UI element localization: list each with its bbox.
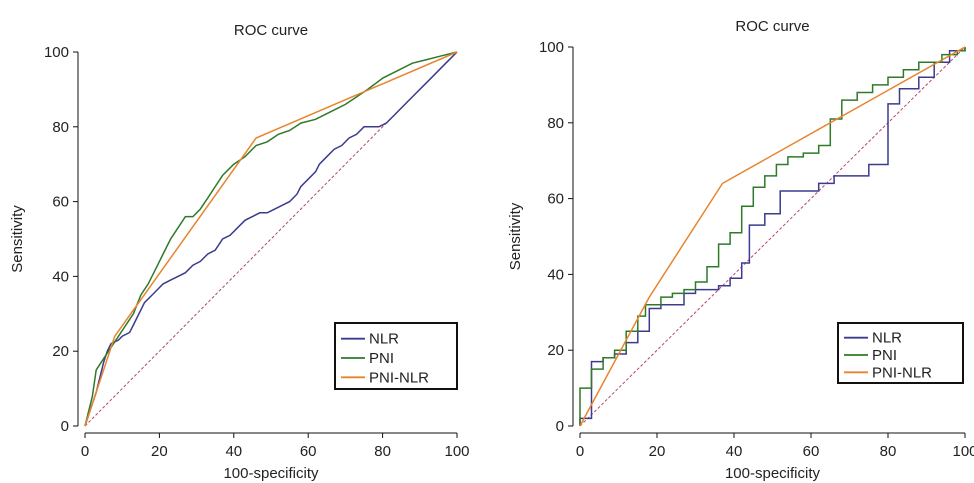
chart-title: ROC curve: [234, 22, 308, 39]
series-line-pni-nlr: [579, 46, 966, 427]
legend-label: PNI-NLR: [369, 369, 429, 386]
x-tick-label: 20: [151, 443, 168, 460]
y-tick-label: 60: [52, 194, 69, 211]
x-tick-label: 40: [726, 443, 743, 460]
series-line-nlr: [84, 51, 458, 427]
legend-label: PNI: [369, 350, 394, 367]
x-tick-label: 40: [225, 443, 242, 460]
y-axis-label: Sensitivity: [507, 202, 524, 270]
legend-label: PNI-NLR: [872, 364, 932, 381]
series-line-pni-nlr: [84, 51, 458, 427]
x-tick-label: 20: [649, 443, 666, 460]
y-tick-label: 60: [547, 191, 564, 208]
x-tick-label: 80: [880, 443, 897, 460]
y-tick-label: 100: [539, 39, 564, 56]
x-tick-label: 0: [576, 443, 584, 460]
y-tick-label: 80: [52, 119, 69, 136]
y-tick-label: 0: [61, 418, 69, 435]
reference-diagonal: [579, 46, 966, 427]
y-tick-label: 0: [556, 418, 564, 435]
x-axis-label: 100-specificity: [725, 465, 821, 482]
legend: NLR PNI PNI-NLR: [334, 322, 458, 390]
chart-title: ROC curve: [735, 18, 809, 35]
y-axis-label: Sensitivity: [9, 205, 26, 273]
y-tick-label: 100: [44, 44, 69, 61]
y-tick-label: 40: [52, 268, 69, 285]
x-tick-label: 100: [952, 443, 974, 460]
y-tick-label: 20: [547, 342, 564, 359]
x-tick-label: 60: [300, 443, 317, 460]
y-tick-label: 80: [547, 115, 564, 132]
roc-chart-2: 0 20 40 60 80 100 0 20 40 60 80 100 ROC curve 100-spe…: [507, 18, 974, 482]
x-tick-label: 100: [444, 443, 469, 460]
roc-chart-1: 0 20 40 60 80 100 0 20 40 60 80 100 ROC curve 100-spe…: [9, 22, 470, 482]
reference-diagonal: [84, 51, 458, 427]
legend-label: NLR: [872, 330, 902, 347]
y-tick-label: 40: [547, 266, 564, 283]
series-line-nlr: [579, 47, 966, 426]
x-tick-label: 80: [374, 443, 391, 460]
x-axis-label: 100-specificity: [223, 465, 319, 482]
x-tick-label: 60: [803, 443, 820, 460]
y-tick-label: 20: [52, 343, 69, 360]
legend-label: PNI: [872, 347, 897, 364]
x-tick-label: 0: [81, 443, 89, 460]
series-line-pni: [579, 47, 966, 426]
legend-label: NLR: [369, 331, 399, 348]
